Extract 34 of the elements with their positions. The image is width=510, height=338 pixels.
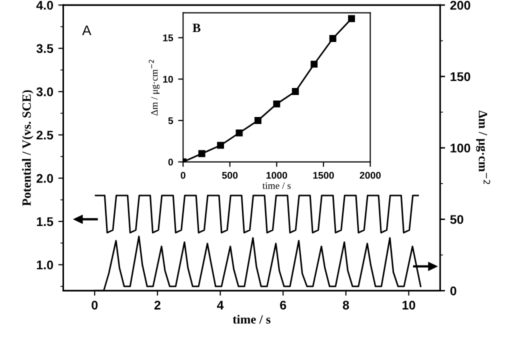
y-tick-label: 1.0 [36, 260, 54, 270]
x-tick-label: 500 [222, 172, 238, 179]
y-tick-label: 15 [163, 34, 174, 42]
y-axis-title: Δm / μg·cm$^{−2}$ [148, 60, 160, 116]
x-tick-label: 8 [342, 300, 349, 310]
x-tick-label: 2000 [360, 172, 381, 179]
y-tick-label: 0 [168, 158, 173, 166]
y2-tick-label: 100 [450, 144, 470, 153]
x-tick-label: 10 [402, 300, 416, 310]
y-tick-label: 3.5 [36, 44, 54, 54]
y-tick-label: 4.0 [36, 0, 54, 10]
y-tick-label: 2.0 [36, 174, 54, 183]
y2-axis-title: Δm / μg·cm$^{−2}$ [476, 110, 490, 184]
y-tick-label: 5 [168, 117, 174, 124]
y2-tick-label: 0 [450, 286, 456, 296]
x-axis-title: time / s [232, 314, 270, 324]
x-tick-label: 2 [154, 300, 160, 310]
x-tick-label: 0 [180, 172, 186, 179]
x-tick-label: 4 [216, 300, 224, 310]
y2-tick-label: 50 [450, 215, 464, 224]
y-tick-label: 2.5 [36, 130, 54, 140]
y-tick-label: 1.5 [36, 217, 54, 226]
y-tick-label: 10 [163, 76, 173, 83]
y2-tick-label: 150 [450, 72, 470, 82]
x-tick-label: 1500 [313, 172, 334, 179]
x-tick-label: 1000 [266, 172, 288, 179]
x-axis-title: time / s [262, 182, 291, 189]
y-axis-title: Potential / V(vs. SCE) [22, 90, 34, 206]
y2-tick-label: 200 [450, 0, 470, 10]
annotation: B [192, 24, 200, 32]
x-tick-label: 6 [280, 300, 286, 310]
y-tick-label: 3.0 [36, 87, 54, 96]
x-tick-label: 0 [92, 300, 98, 310]
annotation: A [82, 26, 92, 36]
